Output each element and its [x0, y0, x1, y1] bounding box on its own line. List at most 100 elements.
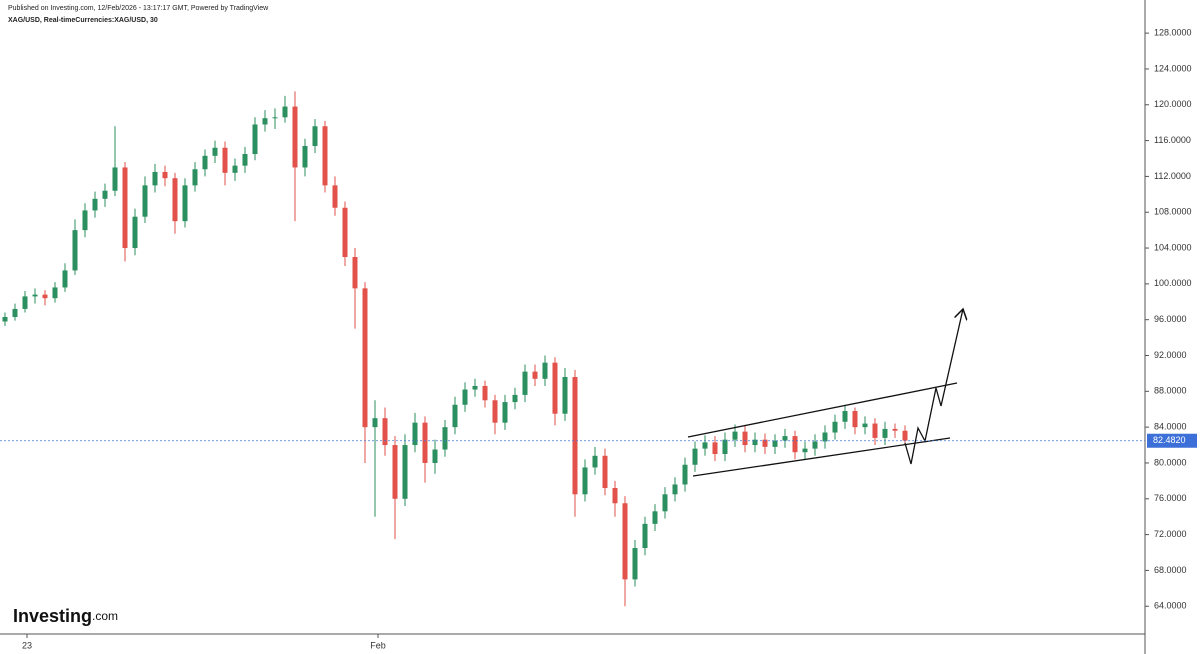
- candle-body: [252, 124, 258, 155]
- candle-body: [342, 207, 348, 258]
- candle-body: [532, 371, 538, 379]
- candle-body: [762, 439, 768, 447]
- x-tick-label: 23: [22, 640, 32, 650]
- candle-body: [432, 449, 438, 463]
- candle-body: [422, 422, 428, 463]
- candle-body: [502, 402, 508, 423]
- candle-body: [32, 294, 38, 297]
- y-tick-label: 104.0000: [1154, 242, 1192, 252]
- candle-body: [82, 210, 88, 231]
- channel-lower: [692, 437, 951, 477]
- candle-body: [2, 317, 8, 322]
- candle-body: [392, 445, 398, 499]
- candle-body: [702, 442, 708, 449]
- candle-body: [52, 287, 58, 299]
- candle-body: [792, 436, 798, 453]
- candle-body: [692, 448, 698, 465]
- candle-body: [72, 230, 78, 271]
- candle-body: [852, 411, 858, 428]
- candle-body: [102, 190, 108, 199]
- candle-body: [862, 423, 868, 428]
- y-tick-label: 96.0000: [1154, 314, 1187, 324]
- candle-body: [782, 436, 788, 441]
- y-tick-label: 92.0000: [1154, 350, 1187, 360]
- candle-body: [482, 385, 488, 401]
- candle-body: [402, 445, 408, 499]
- y-tick-label: 84.0000: [1154, 422, 1187, 432]
- candle-body: [662, 494, 668, 512]
- candle-body: [622, 503, 628, 580]
- y-tick-label: 80.0000: [1154, 457, 1187, 467]
- candle-body: [232, 165, 238, 173]
- candle-body: [452, 404, 458, 428]
- candle-body: [472, 385, 478, 390]
- candle-body: [22, 296, 28, 309]
- candle-body: [812, 441, 818, 449]
- candle-body: [162, 171, 168, 179]
- y-tick-label: 100.0000: [1154, 278, 1192, 288]
- candle-body: [462, 389, 468, 405]
- candle-body: [722, 439, 728, 455]
- y-tick-label: 76.0000: [1154, 493, 1187, 503]
- candle-body: [732, 431, 738, 440]
- candle-body: [112, 167, 118, 191]
- candle-body: [202, 155, 208, 170]
- candle-body: [372, 418, 378, 428]
- candle-body: [612, 488, 618, 504]
- candle-body: [352, 257, 358, 289]
- y-tick-label: 108.0000: [1154, 207, 1192, 217]
- y-tick-label: 64.0000: [1154, 601, 1187, 611]
- candle-body: [822, 432, 828, 442]
- published-note: Published on Investing.com, 12/Feb/2026 …: [8, 5, 269, 12]
- plot-area: [2, 91, 908, 607]
- candle-body: [522, 371, 528, 395]
- candle-body: [592, 455, 598, 468]
- candle-body: [752, 439, 758, 446]
- candle-body: [682, 464, 688, 485]
- candle-body: [312, 126, 318, 146]
- logo-name: Investing: [13, 606, 92, 626]
- symbol-label: XAG/USD, Real-timeCurrencies:XAG/USD, 30: [8, 17, 158, 24]
- logo-suffix: .com: [92, 609, 118, 623]
- candle-body: [882, 428, 888, 438]
- candle-body: [672, 484, 678, 495]
- candle-body: [902, 430, 908, 441]
- candle-body: [382, 418, 388, 446]
- candle-body: [242, 154, 248, 166]
- candle-body: [872, 423, 878, 438]
- candle-body: [582, 467, 588, 495]
- candle-body: [562, 376, 568, 414]
- candle-body: [132, 216, 138, 249]
- candle-body: [412, 422, 418, 446]
- logo: Investing.com: [13, 606, 118, 626]
- candle-body: [322, 126, 328, 186]
- candle-body: [122, 167, 128, 249]
- candle-body: [152, 171, 158, 186]
- y-tick-label: 128.0000: [1154, 28, 1192, 38]
- candle-body: [572, 376, 578, 495]
- candle-body: [712, 442, 718, 455]
- x-tick-label: Feb: [370, 640, 386, 650]
- candle-body: [842, 411, 848, 422]
- candle-body: [772, 440, 778, 447]
- candle-body: [262, 118, 268, 125]
- candle-body: [282, 106, 288, 118]
- y-tick-label: 72.0000: [1154, 529, 1187, 539]
- candle-body: [272, 117, 278, 119]
- last-price-label: 82.4820: [1153, 435, 1186, 445]
- candle-body: [42, 294, 48, 299]
- candle-body: [652, 511, 658, 524]
- candle-body: [302, 145, 308, 168]
- annotation: [687, 309, 963, 477]
- candle-body: [552, 362, 558, 414]
- candle-body: [642, 523, 648, 549]
- candle-body: [442, 427, 448, 450]
- last-price-box: [1147, 433, 1197, 448]
- candle-body: [62, 270, 68, 288]
- y-tick-label: 124.0000: [1154, 63, 1192, 73]
- candle-body: [542, 362, 548, 379]
- candle-body: [742, 431, 748, 446]
- y-tick-label: 112.0000: [1154, 171, 1191, 181]
